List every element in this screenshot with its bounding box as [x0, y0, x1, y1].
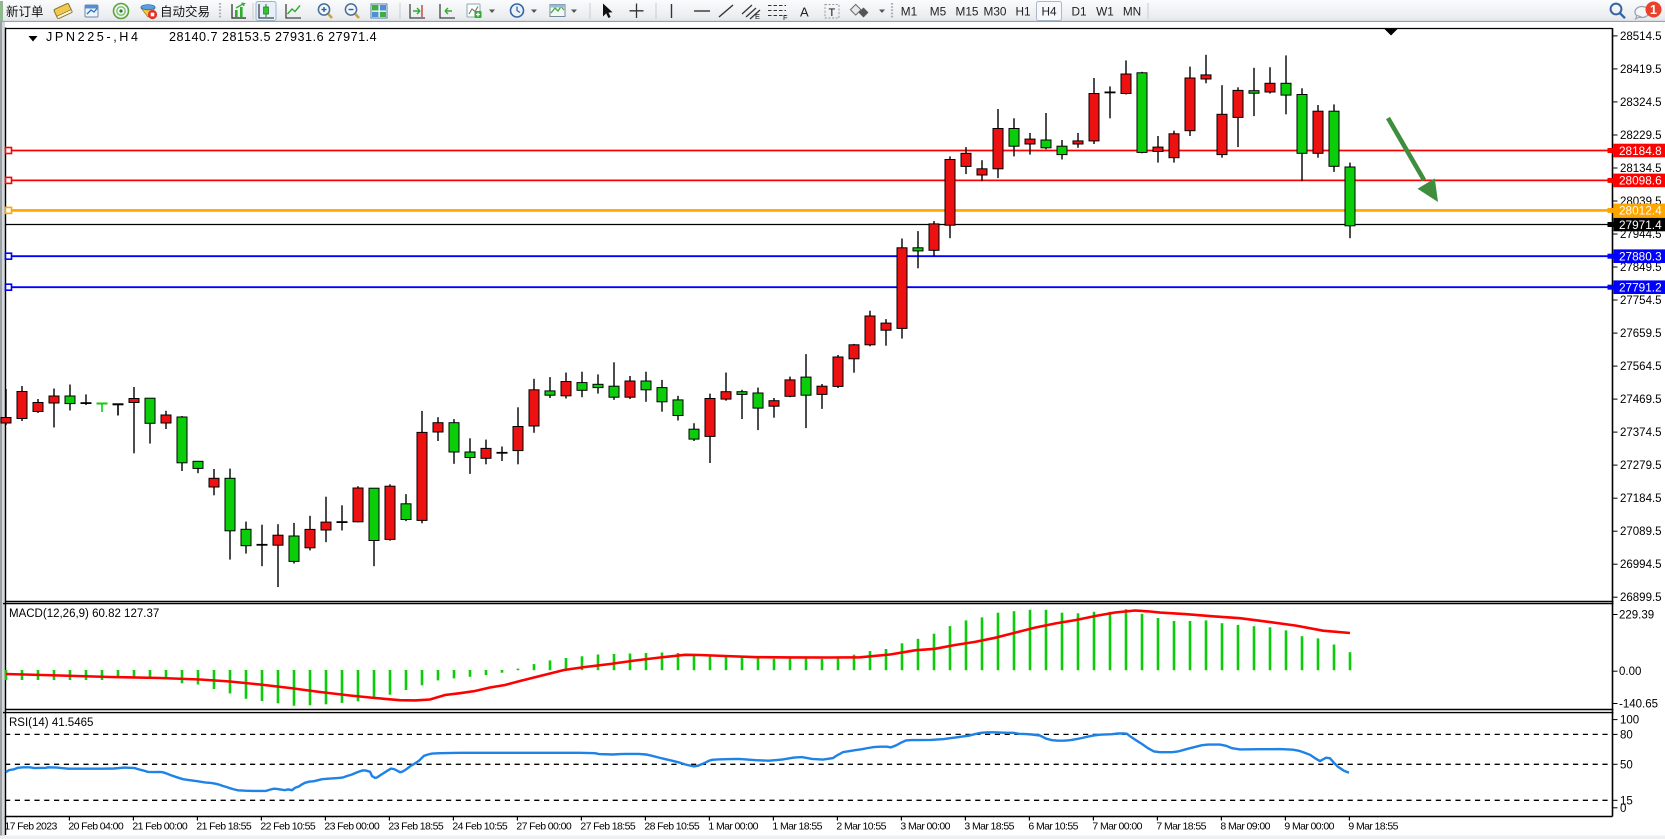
svg-text:27754.5: 27754.5 [1620, 295, 1662, 307]
svg-text:229.39: 229.39 [1619, 610, 1654, 622]
svg-text:27279.5: 27279.5 [1620, 460, 1662, 472]
svg-text:27469.5: 27469.5 [1620, 394, 1662, 406]
svg-text:28098.6: 28098.6 [1619, 174, 1662, 188]
svg-text:27659.5: 27659.5 [1620, 328, 1662, 340]
svg-text:新订单: 新订单 [6, 4, 44, 19]
svg-text:H1: H1 [1015, 5, 1030, 19]
svg-text:27944.5: 27944.5 [1620, 229, 1662, 241]
svg-text:28140.7 28153.5 27931.6 27971.: 28140.7 28153.5 27931.6 27971.4 [169, 30, 377, 44]
svg-text:A: A [800, 5, 809, 20]
svg-text:1: 1 [1650, 3, 1657, 17]
svg-text:27374.5: 27374.5 [1620, 427, 1662, 439]
svg-text:9 Mar 18:55: 9 Mar 18:55 [1348, 821, 1398, 833]
svg-text:7 Mar 00:00: 7 Mar 00:00 [1092, 821, 1142, 833]
svg-text:28 Feb 10:55: 28 Feb 10:55 [644, 821, 699, 833]
svg-text:1 Mar 00:00: 1 Mar 00:00 [708, 821, 758, 833]
svg-text:M15: M15 [956, 5, 979, 19]
svg-text:0: 0 [1620, 803, 1626, 815]
svg-text:27564.5: 27564.5 [1620, 361, 1662, 373]
svg-text:23 Feb 00:00: 23 Feb 00:00 [324, 821, 379, 833]
svg-text:6 Mar 10:55: 6 Mar 10:55 [1028, 821, 1078, 833]
svg-text:28514.5: 28514.5 [1620, 31, 1662, 43]
svg-text:28012.4: 28012.4 [1619, 204, 1662, 218]
svg-text:1 Mar 18:55: 1 Mar 18:55 [772, 821, 822, 833]
svg-text:28419.5: 28419.5 [1620, 64, 1662, 76]
svg-text:3 Mar 18:55: 3 Mar 18:55 [964, 821, 1014, 833]
svg-text:自动交易: 自动交易 [160, 4, 210, 19]
svg-text:7 Mar 18:55: 7 Mar 18:55 [1156, 821, 1206, 833]
svg-text:27089.5: 27089.5 [1620, 526, 1662, 538]
svg-text:27880.3: 27880.3 [1619, 250, 1662, 264]
svg-text:21 Feb 00:00: 21 Feb 00:00 [132, 821, 187, 833]
svg-text:27184.5: 27184.5 [1620, 493, 1662, 505]
svg-text:9 Mar 00:00: 9 Mar 00:00 [1284, 821, 1334, 833]
svg-text:RSI(14) 41.5465: RSI(14) 41.5465 [9, 717, 93, 729]
svg-text:50: 50 [1620, 759, 1633, 771]
svg-text:W1: W1 [1096, 5, 1114, 19]
svg-text:-140.65: -140.65 [1619, 699, 1658, 711]
svg-text:26899.5: 26899.5 [1620, 592, 1662, 604]
svg-text:80: 80 [1620, 729, 1633, 741]
svg-text:MN: MN [1123, 5, 1141, 19]
svg-text:0.00: 0.00 [1619, 666, 1641, 678]
svg-text:27791.2: 27791.2 [1619, 281, 1662, 295]
svg-text:27 Feb 18:55: 27 Feb 18:55 [580, 821, 635, 833]
svg-text:3 Mar 00:00: 3 Mar 00:00 [900, 821, 950, 833]
svg-text:F: F [783, 13, 788, 22]
svg-text:28184.8: 28184.8 [1619, 144, 1662, 158]
svg-text:M30: M30 [984, 5, 1007, 19]
svg-text:100: 100 [1620, 715, 1639, 727]
svg-text:26994.5: 26994.5 [1620, 559, 1662, 571]
svg-text:M1: M1 [901, 5, 917, 19]
svg-text:2 Mar 10:55: 2 Mar 10:55 [836, 821, 886, 833]
svg-text:T: T [829, 7, 836, 19]
svg-text:8 Mar 09:00: 8 Mar 09:00 [1220, 821, 1270, 833]
svg-text:24 Feb 10:55: 24 Feb 10:55 [452, 821, 507, 833]
svg-text:27 Feb 00:00: 27 Feb 00:00 [516, 821, 571, 833]
svg-text:21 Feb 18:55: 21 Feb 18:55 [196, 821, 251, 833]
svg-text:28134.5: 28134.5 [1620, 163, 1662, 175]
svg-text:28324.5: 28324.5 [1620, 97, 1662, 109]
svg-text:15: 15 [1620, 795, 1633, 807]
svg-text:27971.4: 27971.4 [1619, 218, 1662, 232]
svg-text:M5: M5 [930, 5, 947, 19]
svg-text:27849.5: 27849.5 [1620, 262, 1662, 274]
svg-text:28229.5: 28229.5 [1620, 130, 1662, 142]
svg-text:D1: D1 [1071, 5, 1086, 19]
svg-text:17 Feb 2023: 17 Feb 2023 [4, 821, 57, 833]
svg-text:20 Feb 04:00: 20 Feb 04:00 [68, 821, 123, 833]
svg-text:MACD(12,26,9) 60.82 127.37: MACD(12,26,9) 60.82 127.37 [9, 608, 159, 620]
svg-text:23 Feb 18:55: 23 Feb 18:55 [388, 821, 443, 833]
svg-text:H4: H4 [1041, 5, 1057, 19]
svg-text:JPN225-,H4: JPN225-,H4 [46, 30, 141, 44]
svg-text:22 Feb 10:55: 22 Feb 10:55 [260, 821, 315, 833]
svg-text:E: E [755, 12, 760, 21]
